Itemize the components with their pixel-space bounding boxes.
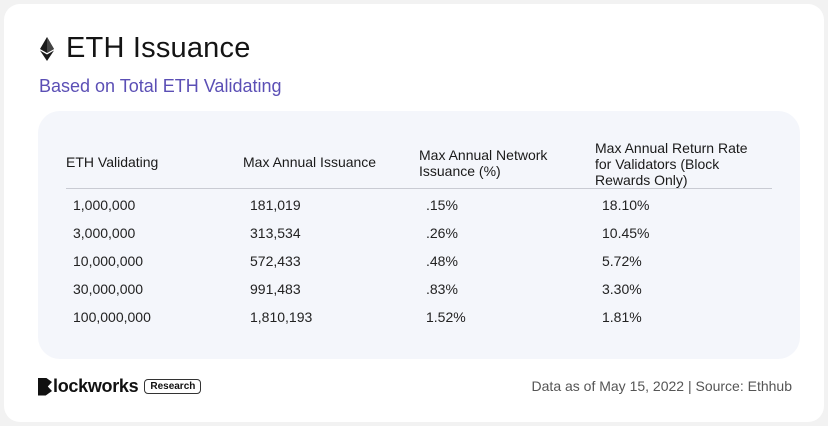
page-subtitle: Based on Total ETH Validating xyxy=(39,76,282,96)
page-title: ETH Issuance xyxy=(66,32,251,64)
column-header-eth-validating: ETH Validating xyxy=(66,154,159,170)
cell-return-rate: 18.10% xyxy=(602,197,650,213)
table-row: 1,000,000 181,019 .15% 18.10% xyxy=(38,197,800,225)
cell-network-issuance: .48% xyxy=(426,253,458,269)
cell-max-annual-issuance: 313,534 xyxy=(250,225,301,241)
ethereum-icon xyxy=(40,36,54,61)
cell-return-rate: 5.72% xyxy=(602,253,642,269)
blockworks-b-mark xyxy=(38,377,52,396)
research-badge: Research xyxy=(144,379,202,394)
cell-return-rate: 3.30% xyxy=(602,281,642,297)
cell-eth-validating: 3,000,000 xyxy=(73,225,136,241)
cell-eth-validating: 100,000,000 xyxy=(73,309,151,325)
cell-eth-validating: 10,000,000 xyxy=(73,253,144,269)
column-header-return-rate: Max Annual Return Rate for Validators (B… xyxy=(595,140,748,188)
cell-eth-validating: 1,000,000 xyxy=(73,197,136,213)
cell-network-issuance: .83% xyxy=(426,281,458,297)
cell-return-rate: 1.81% xyxy=(602,309,642,325)
cell-max-annual-issuance: 991,483 xyxy=(250,281,301,297)
blockworks-logo: lockworks Research xyxy=(38,376,202,397)
blockworks-wordmark: lockworks xyxy=(53,376,139,396)
header-divider xyxy=(66,188,772,189)
cell-network-issuance: .26% xyxy=(426,225,458,241)
title-row: ETH Issuance xyxy=(40,32,251,65)
cell-max-annual-issuance: 1,810,193 xyxy=(250,309,313,325)
cell-network-issuance: 1.52% xyxy=(426,309,466,325)
cell-eth-validating: 30,000,000 xyxy=(73,281,144,297)
column-header-max-annual-issuance: Max Annual Issuance xyxy=(243,154,377,170)
table-row: 10,000,000 572,433 .48% 5.72% xyxy=(38,253,800,281)
table-row: 30,000,000 991,483 .83% 3.30% xyxy=(38,281,800,309)
source-note: Data as of May 15, 2022 | Source: Ethhub xyxy=(531,378,792,394)
cell-network-issuance: .15% xyxy=(426,197,458,213)
card: ETH Issuance Based on Total ETH Validati… xyxy=(4,4,824,422)
table-row: 100,000,000 1,810,193 1.52% 1.81% xyxy=(38,309,800,337)
cell-max-annual-issuance: 572,433 xyxy=(250,253,301,269)
cell-max-annual-issuance: 181,019 xyxy=(250,197,301,213)
column-header-network-issuance: Max Annual Network Issuance (%) xyxy=(419,147,548,179)
cell-return-rate: 10.45% xyxy=(602,225,650,241)
table-row: 3,000,000 313,534 .26% 10.45% xyxy=(38,225,800,253)
data-table: ETH Validating Max Annual Issuance Max A… xyxy=(38,111,800,359)
